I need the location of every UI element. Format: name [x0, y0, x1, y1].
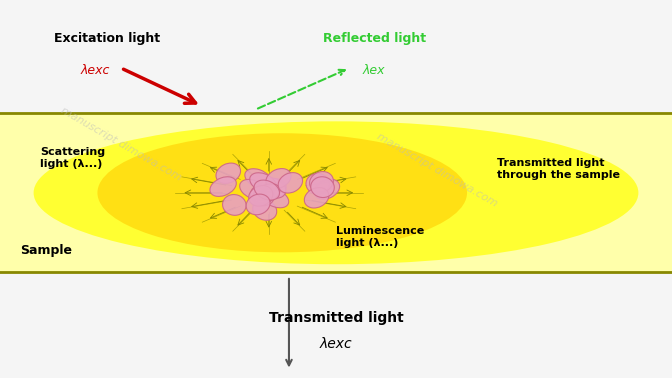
Ellipse shape	[254, 180, 280, 200]
Ellipse shape	[253, 184, 280, 203]
Text: Transmitted light: Transmitted light	[269, 310, 403, 325]
Text: manuscript dimowa.com: manuscript dimowa.com	[375, 132, 499, 209]
Ellipse shape	[97, 133, 467, 253]
Ellipse shape	[266, 169, 291, 189]
Text: λexc: λexc	[320, 337, 352, 351]
Ellipse shape	[262, 179, 286, 199]
Text: Sample: Sample	[20, 244, 72, 257]
Ellipse shape	[246, 194, 270, 215]
Ellipse shape	[240, 180, 266, 199]
Ellipse shape	[304, 187, 329, 208]
Ellipse shape	[216, 163, 241, 183]
Ellipse shape	[245, 169, 271, 188]
Text: Scattering
light (λ...): Scattering light (λ...)	[40, 147, 106, 169]
Ellipse shape	[222, 195, 246, 215]
Text: λexc: λexc	[81, 64, 110, 77]
Ellipse shape	[310, 177, 334, 198]
Ellipse shape	[261, 178, 286, 198]
Text: Transmitted light
through the sample: Transmitted light through the sample	[497, 158, 620, 180]
Ellipse shape	[253, 200, 277, 220]
Ellipse shape	[250, 173, 276, 192]
Text: manuscript dimowa.com: manuscript dimowa.com	[59, 105, 183, 182]
Ellipse shape	[34, 121, 638, 264]
Ellipse shape	[310, 172, 333, 192]
Ellipse shape	[210, 177, 237, 197]
Ellipse shape	[249, 186, 273, 206]
Text: Excitation light: Excitation light	[54, 33, 160, 45]
Text: Luminescence
light (λ...): Luminescence light (λ...)	[336, 226, 424, 248]
Ellipse shape	[278, 173, 302, 193]
Ellipse shape	[306, 174, 329, 194]
Ellipse shape	[261, 189, 289, 208]
Text: Reflected light: Reflected light	[323, 33, 425, 45]
FancyBboxPatch shape	[0, 113, 672, 272]
Ellipse shape	[251, 185, 274, 206]
Text: λex: λex	[363, 64, 385, 77]
Ellipse shape	[314, 179, 339, 199]
